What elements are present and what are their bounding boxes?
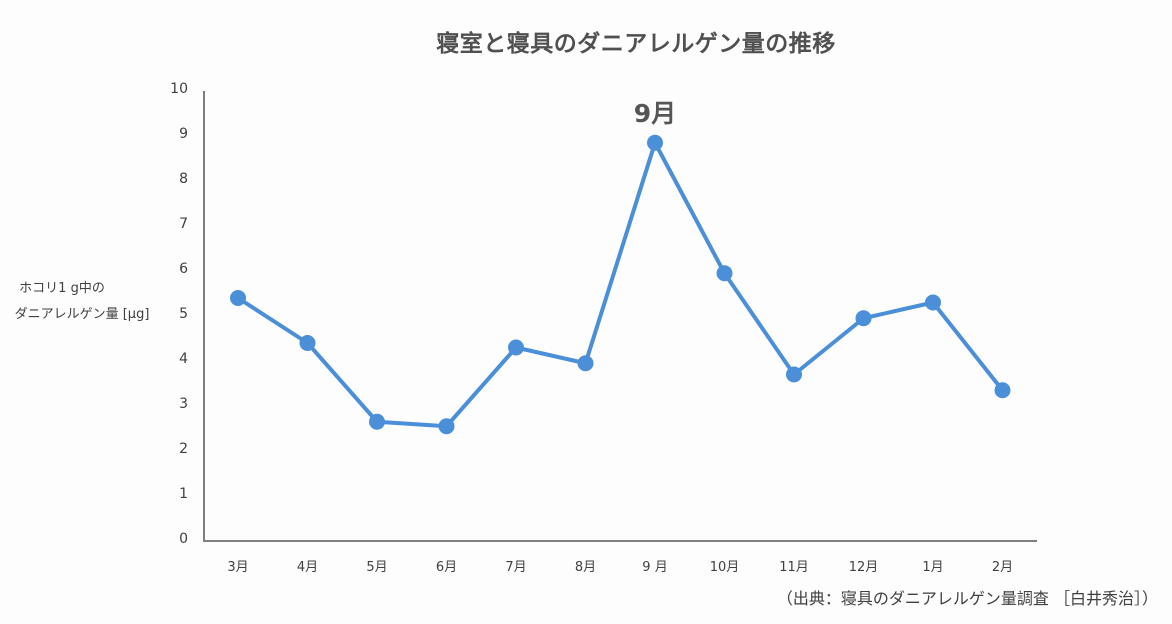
data-point-marker: [647, 134, 663, 151]
y-axis-label-line1: ホコリ1 g中の: [19, 281, 105, 296]
data-point-marker: [925, 294, 941, 311]
x-tick-label: 4月: [296, 560, 319, 575]
data-point-marker: [786, 366, 802, 383]
x-tick-label: 7月: [505, 560, 527, 575]
data-point-marker: [577, 355, 594, 372]
data-point-marker: [508, 339, 524, 356]
data-point-marker: [299, 335, 316, 351]
data-point-marker: [716, 265, 733, 282]
x-tick-label: 5月: [366, 560, 388, 575]
y-tick-label: 7: [179, 216, 188, 232]
x-tick-label: 2月: [991, 560, 1014, 575]
y-tick-label: 2: [179, 441, 188, 457]
series-markers: [230, 134, 1011, 435]
data-point-marker: [994, 382, 1011, 399]
x-tick-label: 11月: [779, 560, 809, 575]
y-tick-label: 6: [179, 261, 188, 277]
x-tick-label: 9 月: [642, 560, 668, 575]
x-tick-label: 6月: [435, 560, 458, 575]
y-tick-label: 0: [179, 531, 188, 547]
data-point-marker: [369, 413, 385, 430]
series-line: [236, 140, 1005, 429]
data-point-marker: [230, 290, 246, 306]
x-tick-label: 1月: [922, 560, 944, 575]
chart-title: 寝室と寝具のダニアレルゲン量の推移: [436, 31, 836, 57]
source-citation: （出典：寝具のダニアレルゲン量調査 ［白井秀治］）: [776, 589, 1158, 608]
data-point-marker: [438, 418, 455, 435]
y-tick-label: 10: [170, 81, 188, 97]
y-tick-label: 5: [179, 306, 188, 322]
x-tick-label: 3月: [227, 560, 249, 575]
x-tick-label: 10月: [709, 560, 740, 575]
y-tick-label: 8: [179, 171, 188, 187]
x-tick-label: 12月: [848, 560, 879, 575]
data-point-marker: [855, 310, 872, 327]
y-tick-label: 4: [179, 351, 188, 367]
y-tick-label: 3: [179, 396, 188, 412]
y-tick-label: 9: [179, 126, 188, 142]
peak-annotation: 9月: [633, 99, 677, 128]
x-tick-label: 8月: [574, 560, 597, 575]
y-tick-label: 1: [179, 486, 188, 502]
y-axis-label-line2: ダニアレルゲン量 [µg]: [14, 307, 150, 322]
